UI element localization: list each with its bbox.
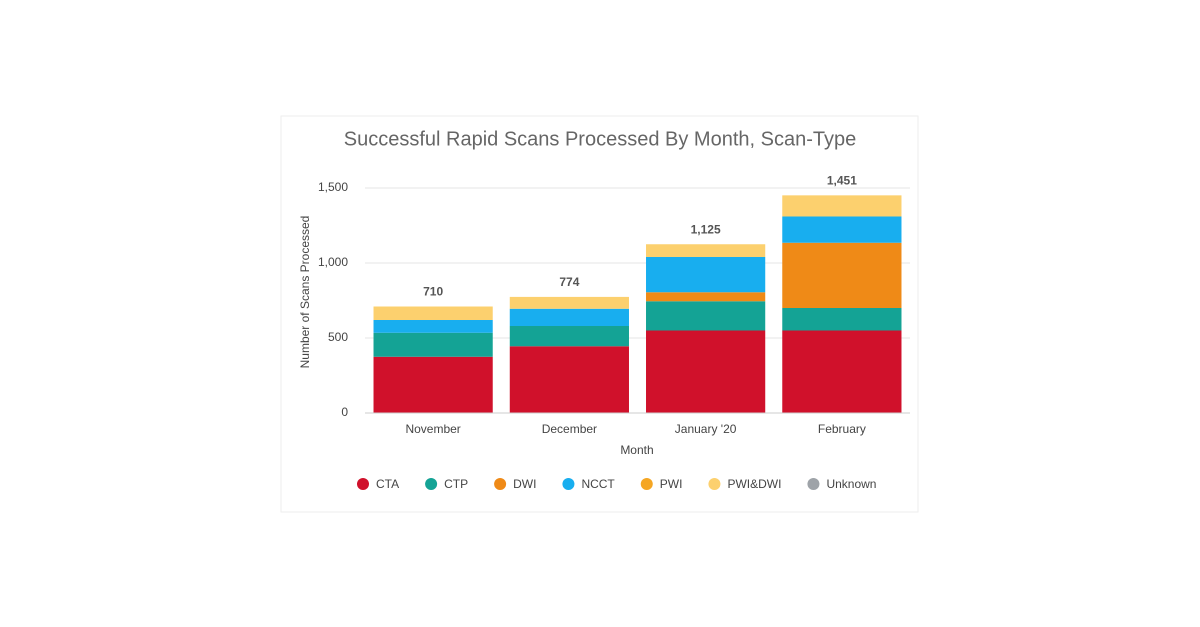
legend-label: DWI (513, 477, 536, 491)
bar-segment (782, 195, 902, 217)
y-axis-label: Number of Scans Processed (298, 216, 312, 369)
bar-segment (646, 257, 766, 293)
y-tick-label: 1,500 (318, 180, 348, 194)
x-tick-label: December (542, 422, 597, 436)
bar-segment (782, 330, 902, 413)
bar-segment (509, 326, 629, 347)
bar-segment (373, 356, 493, 413)
y-tick-label: 500 (328, 330, 348, 344)
chart-title: Successful Rapid Scans Processed By Mont… (344, 128, 856, 150)
y-tick-label: 1,000 (318, 255, 348, 269)
x-tick-label: January '20 (675, 422, 737, 436)
bar-segment (646, 292, 766, 302)
bar-segment (509, 296, 629, 309)
total-label: 1,125 (691, 222, 721, 236)
bar-segment (373, 320, 493, 333)
legend-label: CTA (376, 477, 399, 491)
total-label: 774 (559, 275, 579, 289)
bar-segment (373, 332, 493, 357)
bar-segment (509, 308, 629, 326)
legend-marker (640, 478, 653, 490)
legend-marker (425, 478, 438, 490)
y-tick-label: 0 (341, 405, 348, 419)
x-tick-label: November (405, 422, 460, 436)
legend-marker (494, 478, 507, 490)
total-label: 1,451 (827, 174, 857, 188)
x-tick-label: February (818, 422, 866, 436)
bar-segment (509, 346, 629, 413)
legend-label: PWI&DWI (727, 477, 781, 491)
legend-label: Unknown (826, 477, 876, 491)
legend-marker (807, 478, 820, 490)
bar-segment (782, 216, 902, 243)
bar-segment (373, 306, 493, 320)
legend-marker (562, 478, 575, 490)
legend-marker (357, 478, 369, 490)
legend-label: PWI (660, 477, 683, 491)
total-label: 710 (423, 285, 443, 299)
bar-segment (646, 244, 766, 257)
bar-segment (782, 242, 902, 308)
x-axis-label: Month (620, 443, 653, 457)
bar-segment (646, 301, 766, 331)
bar-segment (782, 308, 902, 331)
bar-segment (646, 330, 766, 413)
legend-marker (708, 478, 721, 490)
legend-label: CTP (444, 477, 468, 491)
legend-label: NCCT (581, 477, 615, 491)
